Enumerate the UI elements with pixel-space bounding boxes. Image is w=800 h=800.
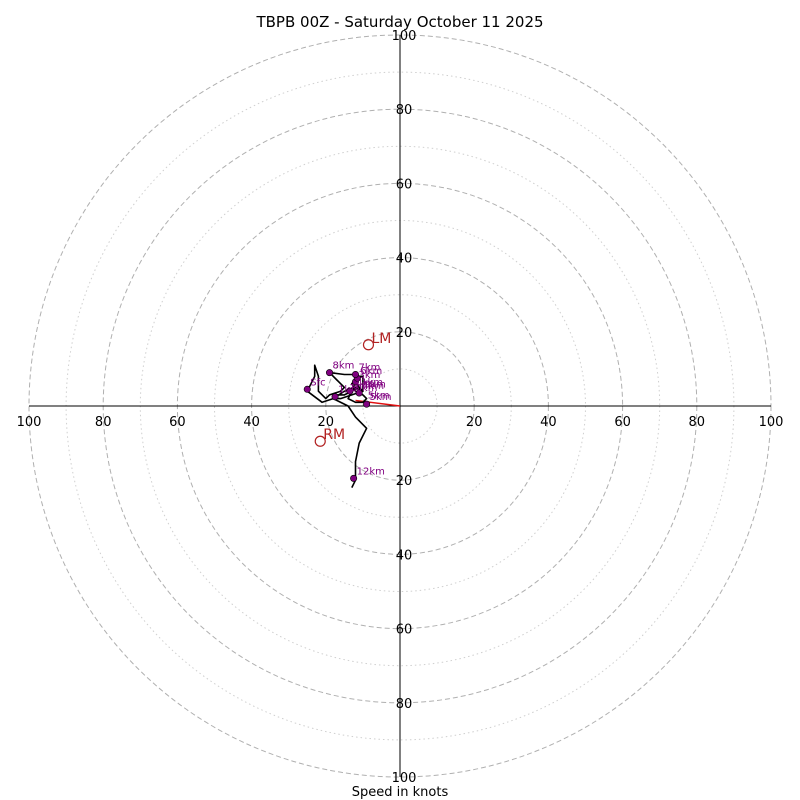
x-tick-label: 60 bbox=[614, 415, 631, 430]
x-tick-label: 40 bbox=[243, 415, 260, 430]
height-label: 5km bbox=[370, 392, 392, 403]
height-label: Sfc bbox=[310, 377, 325, 388]
tick-labels: 100 80 60 40 20 20 40 60 80 100 100 80 60 40 20 20 40 60 8… bbox=[17, 29, 784, 786]
y-tick-label: 20 bbox=[396, 326, 413, 341]
height-label: 2km bbox=[353, 379, 375, 390]
height-label: 4km bbox=[362, 381, 384, 392]
x-tick-label: 100 bbox=[759, 415, 784, 430]
storm-label: LM bbox=[371, 331, 391, 347]
storm-marker-RM bbox=[314, 435, 326, 447]
height-marker-7km bbox=[351, 370, 359, 378]
height-label: 12km bbox=[357, 466, 385, 477]
height-marker-2km bbox=[346, 387, 354, 395]
height-label: 5km bbox=[368, 390, 390, 401]
y-tick-label: 80 bbox=[396, 697, 413, 712]
x-tick-label: 20 bbox=[318, 415, 335, 430]
height-label: 6km bbox=[360, 366, 382, 377]
height-label: 10km bbox=[349, 383, 377, 394]
x-tick-label: 40 bbox=[540, 415, 557, 430]
height-label: 7km bbox=[358, 362, 380, 373]
height-marker-Sfc bbox=[303, 385, 311, 393]
y-tick-label: 100 bbox=[392, 771, 417, 786]
height-label: 11km bbox=[355, 377, 383, 388]
x-tick-label: 20 bbox=[466, 415, 483, 430]
x-tick-label: 60 bbox=[169, 415, 186, 430]
x-tick-label: 80 bbox=[689, 415, 706, 430]
height-marker-8km bbox=[326, 369, 334, 377]
height-marker-5km bbox=[363, 400, 371, 408]
y-tick-label: 60 bbox=[396, 177, 413, 192]
y-tick-label: 100 bbox=[392, 29, 417, 44]
x-tick-label: 100 bbox=[17, 415, 42, 430]
storm-motion-markers: LM RM bbox=[314, 331, 391, 447]
y-tick-label: 40 bbox=[396, 252, 413, 267]
height-label: 3km bbox=[358, 370, 380, 381]
height-label: 9km bbox=[364, 379, 386, 390]
storm-marker-LM bbox=[362, 339, 375, 351]
x-tick-label: 80 bbox=[95, 415, 112, 430]
height-markers: Sfc1km2km3km4km5km6km7km8km12km10km11km9… bbox=[303, 361, 392, 482]
x-axis-label: Speed in knots bbox=[352, 785, 449, 800]
height-marker-12km bbox=[350, 474, 358, 482]
storm-label: RM bbox=[323, 427, 345, 443]
chart-title: TBPB 00Z - Saturday October 11 2025 bbox=[255, 13, 543, 31]
height-label: 8km bbox=[333, 361, 355, 372]
y-tick-label: 60 bbox=[396, 623, 413, 638]
y-tick-label: 40 bbox=[396, 548, 413, 563]
height-marker-4km bbox=[355, 389, 363, 397]
height-marker-1km bbox=[331, 393, 339, 401]
y-tick-label: 80 bbox=[396, 103, 413, 118]
y-tick-label: 20 bbox=[396, 474, 413, 489]
